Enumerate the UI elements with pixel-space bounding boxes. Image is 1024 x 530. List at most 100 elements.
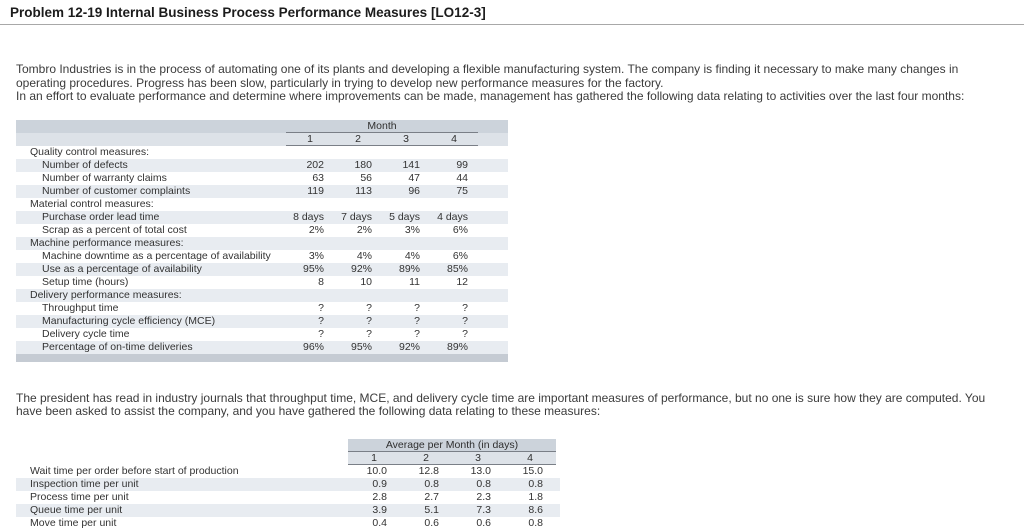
table-row: Process time per unit 2.8 2.7 2.3 1.8: [16, 491, 560, 504]
row-label: Throughput time: [42, 301, 119, 314]
cell: 0.9: [372, 477, 387, 490]
column-header-row: 1 2 3 4: [16, 451, 560, 465]
cell: 180: [354, 158, 372, 171]
cell: 2%: [356, 223, 372, 236]
cell: 10.0: [366, 464, 387, 477]
intro-paragraph-2: In an effort to evaluate performance and…: [16, 89, 965, 103]
cell: 202: [306, 158, 324, 171]
cell: 12.8: [418, 464, 439, 477]
cell: ?: [366, 314, 372, 327]
cell: 0.6: [424, 516, 439, 529]
row-label: Queue time per unit: [30, 503, 123, 516]
cell: 92%: [350, 262, 372, 275]
cell: 47: [408, 171, 420, 184]
column-header: 4: [451, 132, 457, 145]
middle-paragraph: The president has read in industry journ…: [16, 390, 986, 418]
table-row: Throughput time ? ? ? ?: [16, 302, 508, 315]
cell: 0.8: [476, 477, 491, 490]
cell: 95%: [350, 340, 372, 353]
time-measures-table: Average per Month (in days) 1 2 3 4 Wait…: [16, 438, 560, 530]
table-row: Manufacturing cycle efficiency (MCE) ? ?…: [16, 314, 508, 328]
table-header-band: Month: [16, 119, 508, 133]
cell: 5 days: [389, 210, 420, 223]
row-label: Delivery cycle time: [42, 327, 130, 340]
cell: 7.3: [476, 503, 491, 516]
row-label: Purchase order lead time: [42, 210, 160, 223]
cell: 96%: [302, 340, 324, 353]
cell: ?: [414, 301, 420, 314]
cell: 2.3: [476, 490, 491, 503]
cell: 0.8: [424, 477, 439, 490]
row-label: Number of warranty claims: [42, 171, 167, 184]
header-fill: [556, 452, 560, 465]
header-fill: [556, 439, 560, 452]
row-label: Number of defects: [42, 158, 128, 171]
column-header: 1: [371, 451, 377, 464]
section-label: Material control measures:: [30, 197, 154, 210]
cell: 8: [318, 275, 324, 288]
cell: 15.0: [522, 464, 543, 477]
cell: 99: [456, 158, 468, 171]
cell: 7 days: [341, 210, 372, 223]
column-header: 1: [307, 132, 313, 145]
cell: ?: [318, 314, 324, 327]
column-header-row: 1 2 3 4: [16, 132, 508, 146]
cell: ?: [462, 314, 468, 327]
column-header: 2: [423, 451, 429, 464]
cell: ?: [366, 327, 372, 340]
table-header-band: Average per Month (in days): [16, 438, 560, 452]
cell: ?: [414, 314, 420, 327]
table-row: Number of defects 202 180 141 99: [16, 158, 508, 172]
cell: 89%: [398, 262, 420, 275]
cell: 0.4: [372, 516, 387, 529]
cell: 5.1: [424, 503, 439, 516]
cell: 0.8: [528, 516, 543, 529]
table-footer-band: [16, 353, 508, 362]
cell: 6%: [452, 223, 468, 236]
table-row: Use as a percentage of availability 95% …: [16, 262, 508, 276]
cell: ?: [318, 301, 324, 314]
cell: 8.6: [528, 503, 543, 516]
cell: 6%: [452, 249, 468, 262]
cell: 75: [456, 184, 468, 197]
section-row: Quality control measures:: [16, 146, 508, 159]
cell: 12: [456, 275, 468, 288]
cell: 1.8: [528, 490, 543, 503]
row-label: Use as a percentage of availability: [42, 262, 202, 275]
cell: 89%: [446, 340, 468, 353]
header-spacer: [16, 439, 348, 452]
header-fill: [478, 133, 508, 146]
cell: 2.8: [372, 490, 387, 503]
cell: 95%: [302, 262, 324, 275]
cell: 113: [355, 184, 372, 197]
cell: 0.6: [476, 516, 491, 529]
table-row: Move time per unit 0.4 0.6 0.6 0.8: [16, 517, 560, 530]
table-row: Queue time per unit 3.9 5.1 7.3 8.6: [16, 503, 560, 517]
cell: 3%: [404, 223, 420, 236]
monthly-activity-table: Month 1 2 3 4 Quality control measures: …: [16, 119, 508, 362]
cell: ?: [366, 301, 372, 314]
cell: 119: [307, 184, 324, 197]
cell: 13.0: [470, 464, 491, 477]
cell: 85%: [446, 262, 468, 275]
cell: ?: [414, 327, 420, 340]
header-spacer: [16, 120, 286, 133]
cell: 2.7: [424, 490, 439, 503]
section-label: Quality control measures:: [30, 145, 150, 158]
section-row: Delivery performance measures:: [16, 288, 508, 302]
row-label: Machine downtime as a percentage of avai…: [42, 249, 271, 262]
table-row: Number of customer complaints 119 113 96…: [16, 184, 508, 198]
row-label: Wait time per order before start of prod…: [30, 464, 239, 477]
problem-title: Problem 12-19 Internal Business Process …: [10, 5, 486, 20]
table-row: Wait time per order before start of prod…: [16, 465, 560, 478]
header-spacer: [16, 452, 348, 465]
column-header: 3: [475, 451, 481, 464]
column-header: 3: [403, 132, 409, 145]
row-label: Inspection time per unit: [30, 477, 139, 490]
cell: 141: [402, 158, 420, 171]
row-label: Process time per unit: [30, 490, 129, 503]
section-label: Delivery performance measures:: [30, 288, 182, 301]
table-row: Setup time (hours) 8 10 11 12: [16, 276, 508, 289]
column-header: 4: [527, 451, 533, 464]
cell: 2%: [308, 223, 324, 236]
